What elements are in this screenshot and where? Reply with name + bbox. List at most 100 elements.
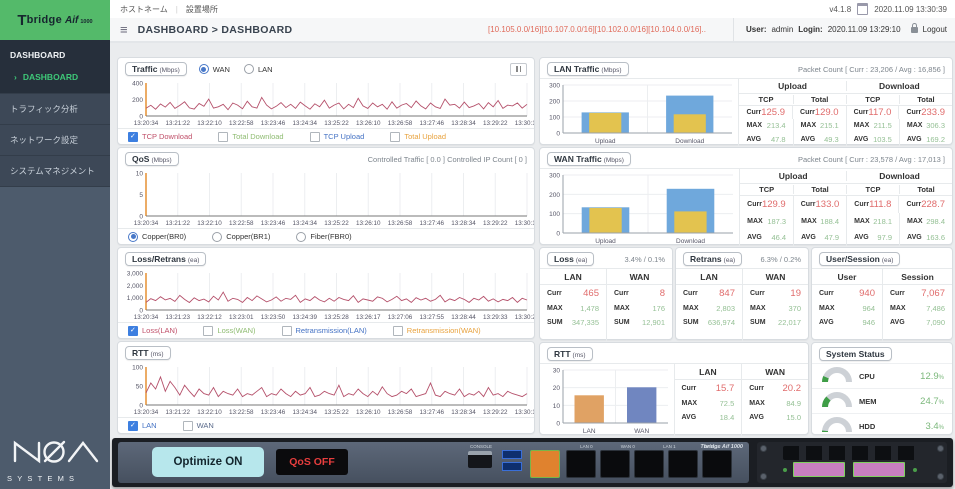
menu-toggle-icon[interactable]: ≡ (120, 22, 128, 37)
ethernet-port (668, 450, 698, 478)
svg-text:13:25:22: 13:25:22 (324, 409, 349, 416)
legend-tcp-upload[interactable]: TCP Upload (309, 131, 365, 142)
sidebar-section-dashboard[interactable]: DASHBOARD (10, 50, 66, 60)
loss-wan-column: WAN Curr 8 MAX 176 SUM 12,901 (606, 269, 672, 341)
pause-button[interactable] (510, 62, 527, 76)
svg-text:13:30:10: 13:30:10 (515, 220, 534, 227)
stat-value: 636,974 (707, 318, 735, 327)
rtt-line-chart: 13:20:34 13:21:22 13:22:10 13:22:58 13:23:46… (118, 362, 534, 417)
ethernet-port (702, 450, 732, 478)
legend-rtt-wan[interactable]: WAN (182, 420, 214, 431)
panel-title-traffic: Traffic (Mbps) (125, 62, 187, 76)
legend-rtt-lan[interactable]: LAN (128, 420, 157, 431)
checkbox-icon (218, 131, 229, 142)
qos-radio-copper-br1[interactable]: Copper(BR1) (212, 231, 270, 242)
sidebar-item-system-management[interactable]: システムマネジメント (0, 156, 110, 187)
panel-unit: (ms) (150, 351, 164, 358)
legend-label: Total Download (232, 132, 284, 141)
sfp-module (853, 462, 905, 477)
panel-title-wan-traffic: WAN Traffic (Mbps) (547, 152, 631, 166)
legend-retransmission-lan[interactable]: Retransmission(LAN) (281, 325, 367, 336)
checkbox-icon (390, 131, 401, 142)
col-header-download: Download (846, 171, 952, 181)
stat-value: 211.5 (873, 121, 892, 131)
sidebar-item-network-settings[interactable]: ネットワーク設定 (0, 125, 110, 156)
checkbox-icon (281, 325, 292, 336)
stat-value: 7,067 (921, 288, 945, 299)
retrans-stat-panel: Retrans (ea) 6.3% / 0.2% LAN Curr 847 MAX 2… (675, 247, 809, 341)
svg-text:1,000: 1,000 (127, 295, 144, 302)
logo-model: 1000 (80, 19, 93, 25)
screw (937, 473, 944, 480)
logo-text: bridge (26, 14, 62, 26)
radio-label: WAN (212, 64, 230, 74)
stat-value: 84.9 (786, 399, 801, 408)
traffic-radio-wan[interactable]: WAN (198, 64, 230, 74)
panel-title-text: LAN Traffic (554, 64, 600, 74)
qos-radio-copper-br0[interactable]: Copper(BR0) (128, 231, 186, 242)
table-row-avg: AVG 47.8 AVG 49.3 AVG 103.5 AVG 169.2 (739, 132, 952, 146)
legend-loss-lan[interactable]: Loss(LAN) (128, 325, 177, 336)
svg-text:400: 400 (132, 81, 143, 88)
location-label: 設置場所 (185, 4, 218, 14)
optimize-on-button[interactable]: Optimize ON (152, 447, 264, 477)
stat-value: 129.9 (761, 198, 786, 210)
panel-title-text: Retrans (690, 254, 722, 264)
svg-text:200: 200 (549, 99, 560, 106)
traffic-line-chart: 13:20:34 13:21:22 13:22:10 13:22:58 13:23:46… (118, 78, 534, 128)
svg-text:13:27:46: 13:27:46 (419, 120, 444, 127)
stat-value: 117.0 (868, 107, 892, 119)
svg-text:300: 300 (549, 83, 560, 90)
panel-title-retrans: Retrans (ea) (683, 252, 743, 266)
screw (937, 445, 944, 452)
svg-text:13:24:34: 13:24:34 (292, 220, 317, 227)
stat-value: 46.4 (771, 233, 787, 243)
col-header-tcp: TCP (845, 95, 899, 104)
panel-unit: (ea) (881, 257, 894, 264)
svg-text:0: 0 (556, 421, 560, 428)
legend-total-download[interactable]: Total Download (218, 131, 284, 142)
legend-label: TCP Upload (323, 132, 365, 141)
svg-text:13:23:46: 13:23:46 (261, 220, 286, 227)
qos-radio-fiber-fbr0[interactable]: Fiber(FBR0) (296, 231, 352, 242)
console-port (468, 451, 492, 468)
radio-label: Fiber(FBR0) (310, 232, 352, 241)
legend-retransmission-wan[interactable]: Retransmission(WAN) (392, 325, 481, 336)
panel-title-loss-retrans: Loss/Retrans (ea) (125, 252, 207, 266)
wan-traffic-panel: WAN Traffic (Mbps) Packet Count [ Curr : … (539, 147, 953, 247)
svg-text:13:20:34: 13:20:34 (134, 220, 159, 227)
stat-value: 1,478 (580, 304, 599, 313)
legend-total-upload[interactable]: Total Upload (390, 131, 446, 142)
active-arrow-icon: › (14, 72, 17, 82)
svg-text:5: 5 (139, 192, 143, 199)
qos-off-button[interactable]: QoS OFF (276, 449, 348, 475)
sidebar-item-dashboard[interactable]: › DASHBOARD (0, 66, 110, 84)
lan-traffic-bar-chart: 300 200 100 0 Upload Download (540, 79, 740, 146)
loss-retrans-panel: Loss/Retrans (ea) 13:20:34 13:21:23 13:22:1… (117, 247, 535, 339)
stat-value: 133.0 (815, 198, 840, 210)
col-header-wan: WAN (742, 364, 808, 380)
svg-text:13:20:34: 13:20:34 (134, 314, 159, 321)
logout-button[interactable]: Logout (922, 25, 947, 34)
svg-text:0: 0 (556, 131, 560, 138)
svg-text:13:25:28: 13:25:28 (324, 314, 349, 321)
topbar-divider: | (175, 4, 178, 14)
table-row-max: MAX 187.3 MAX 188.4 MAX 218.1 MAX 298.4 (740, 212, 952, 230)
sidebar-item-traffic-analysis[interactable]: トラフィック分析 (0, 94, 110, 125)
legend-loss-wan[interactable]: Loss(WAN) (203, 325, 256, 336)
stat-value: 49.3 (824, 134, 839, 144)
legend-tcp-download[interactable]: TCP Download (128, 131, 192, 142)
stat-value: 19 (790, 288, 801, 299)
stat-value: 8 (659, 288, 665, 299)
checkbox-icon (128, 420, 138, 431)
stat-value: 47.8 (770, 134, 786, 144)
svg-text:13:26:10: 13:26:10 (356, 220, 381, 227)
traffic-radio-lan[interactable]: LAN (243, 64, 273, 74)
svg-text:13:22:10: 13:22:10 (197, 120, 222, 127)
cpu-value: 12.9 (920, 370, 939, 382)
noa-systems-label: SYSTEMS (7, 474, 80, 483)
rtt-lan-column: LAN Curr 15.7 MAX 72.5 AVG 18.4 (674, 364, 742, 436)
panel-title-text: QoS (132, 154, 150, 164)
svg-text:10: 10 (136, 171, 144, 178)
stat-value: 298.4 (926, 216, 945, 226)
